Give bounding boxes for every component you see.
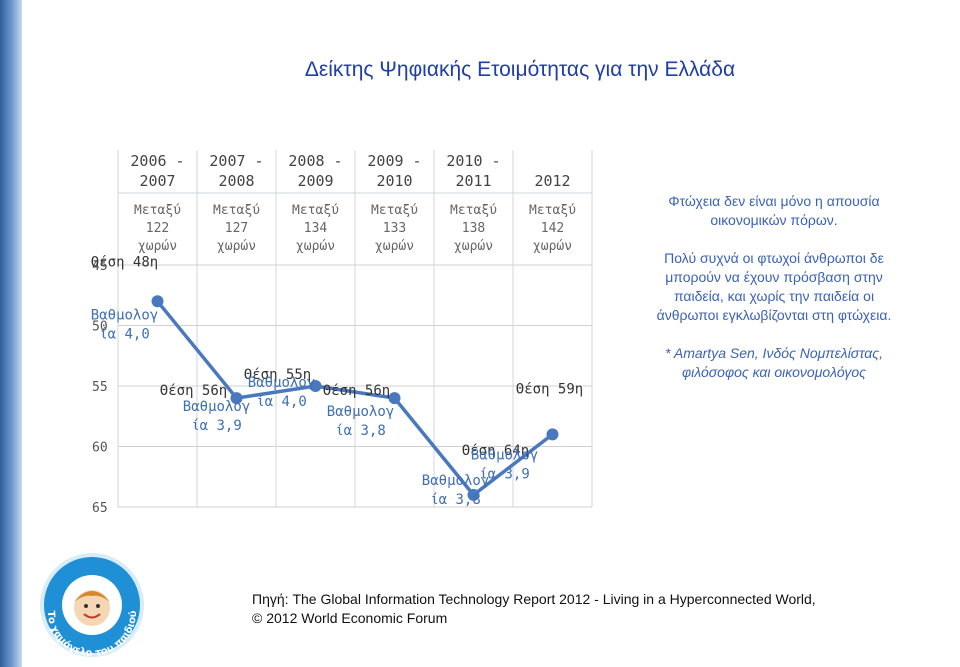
y-tick-label: 60: [92, 441, 108, 456]
x-tick-label: 2006 -: [130, 152, 184, 170]
logo-eye: [96, 604, 100, 608]
countries-count: 134: [304, 221, 328, 236]
x-tick-label: 2011: [455, 172, 491, 190]
rank-label: Θέση 59η: [516, 381, 583, 397]
logo-smile: [83, 613, 101, 619]
quote-line: Φτώχεια δεν είναι μόνο η απουσία: [668, 193, 880, 209]
x-tick-label: 2007 -: [209, 152, 263, 170]
left-accent-bar: [0, 0, 22, 667]
x-tick-label: 2008 -: [288, 152, 342, 170]
data-point: [388, 392, 401, 405]
countries-label: Μεταξύ: [371, 203, 418, 218]
score-label: Βαθμολογ: [248, 375, 315, 391]
countries-count: 122: [146, 221, 169, 236]
quote-line: Πολύ συχνά οι φτωχοί άνθρωποι δε: [664, 250, 884, 266]
countries-label: χωρών: [454, 239, 493, 254]
source-line: © 2012 World Economic Forum: [252, 610, 448, 626]
countries-count: 127: [225, 221, 248, 236]
countries-label: Μεταξύ: [450, 203, 497, 218]
countries-count: 142: [541, 221, 564, 236]
quote-author: φιλόσοφος και οικονομολόγος: [682, 364, 866, 380]
score-label: Βαθμολογ: [422, 473, 489, 489]
score-label: Βαθμολογ: [471, 447, 538, 463]
quote-line: οικονομικών πόρων.: [710, 212, 838, 228]
score-label: ία 3,8: [430, 492, 481, 508]
rank-label: Θέση 56η: [160, 383, 227, 399]
quote-line: άνθρωποι εγκλωβίζονται στη φτώχεια.: [656, 307, 892, 323]
quote-author: * Amartya Sen, Ινδός Νομπελίστας,: [665, 345, 883, 361]
x-tick-label: 2009: [297, 172, 333, 190]
rank-label: Θέση 55η: [244, 367, 311, 383]
countries-label: Μεταξύ: [292, 203, 339, 218]
score-label: Βαθμολογ: [91, 307, 158, 323]
data-point: [546, 428, 559, 441]
data-point: [151, 295, 164, 308]
countries-label: χωρών: [533, 239, 572, 254]
score-label: Βαθμολογ: [327, 404, 394, 420]
source-citation: Πηγή: The Global Information Technology …: [252, 590, 952, 628]
score-label: Βαθμολογ: [183, 399, 250, 415]
countries-count: 138: [462, 221, 485, 236]
countries-label: χωρών: [217, 239, 256, 254]
y-tick-label: 55: [92, 380, 108, 395]
y-tick-label: 50: [92, 320, 108, 335]
data-point: [230, 392, 243, 405]
score-label: ία 3,9: [191, 418, 242, 434]
countries-label: Μεταξύ: [529, 203, 576, 218]
slide-title: Δείκτης Ψηφιακής Ετοιμότητας για την Ελλ…: [304, 58, 736, 81]
data-point: [467, 488, 480, 501]
rank-label: Θέση 48η: [91, 254, 158, 270]
countries-label: χωρών: [296, 239, 335, 254]
countries-label: χωρών: [375, 239, 414, 254]
y-tick-label: 45: [92, 259, 108, 274]
rank-label: Θέση 64η: [462, 443, 529, 459]
data-point: [309, 380, 322, 392]
rank-label: Θέση 56η: [323, 383, 390, 399]
rank-line-chart: 45 50 55 60 65 2006 - 2007 Μεταξύ 122 χωρών 2007 …: [91, 150, 593, 516]
y-tick-label: 65: [92, 501, 108, 516]
quote-line: παιδεία, και χωρίς την παιδεία οι: [673, 288, 875, 304]
x-tick-label: 2010: [376, 172, 412, 190]
countries-label: Μεταξύ: [213, 203, 260, 218]
quote-line: μπορούν να έχουν πρόσβαση στην: [665, 269, 883, 285]
countries-label: Μεταξύ: [134, 203, 181, 218]
x-tick-label: 2008: [218, 172, 254, 190]
logo-eye: [84, 604, 88, 608]
x-tick-label: 2009 -: [367, 152, 421, 170]
score-label: ία 3,9: [479, 466, 530, 482]
source-line: Πηγή: The Global Information Technology …: [252, 591, 816, 607]
logo-hair: [74, 591, 110, 602]
score-label: ία 3,8: [335, 423, 386, 439]
score-label: ία 4,0: [99, 326, 150, 342]
quote-block: Φτώχεια δεν είναι μόνο η απουσία οικονομ…: [604, 192, 944, 382]
score-label: ία 4,0: [256, 394, 307, 410]
countries-count: 133: [383, 221, 406, 236]
organization-logo: Το χαμόγελο του παιδιού: [40, 553, 144, 659]
countries-label: χωρών: [138, 239, 177, 254]
rank-series-line: [156, 300, 554, 498]
x-tick-label: 2007: [139, 172, 175, 190]
x-tick-label: 2012: [534, 172, 570, 190]
x-tick-label: 2010 -: [446, 152, 500, 170]
logo-face: [74, 590, 110, 626]
